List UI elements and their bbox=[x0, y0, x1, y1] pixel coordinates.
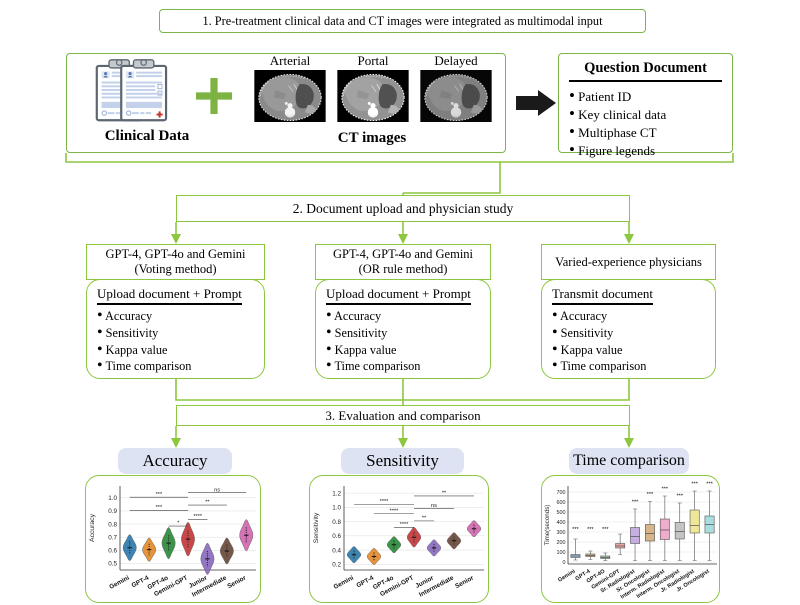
svg-text:***: *** bbox=[662, 487, 669, 493]
svg-text:0.5: 0.5 bbox=[108, 561, 117, 568]
svg-text:1.0: 1.0 bbox=[108, 495, 117, 502]
svg-text:ns: ns bbox=[214, 487, 220, 493]
svg-text:****: **** bbox=[390, 508, 400, 514]
svg-text:Sensitivity: Sensitivity bbox=[313, 512, 320, 543]
svg-text:Senior: Senior bbox=[454, 574, 475, 590]
svg-text:Time(seconds): Time(seconds) bbox=[544, 505, 551, 546]
svg-text:Gemini: Gemini bbox=[333, 574, 356, 590]
svg-text:***: *** bbox=[572, 527, 579, 533]
svg-text:0.6: 0.6 bbox=[332, 533, 341, 540]
svg-text:1.2: 1.2 bbox=[332, 490, 341, 497]
svg-text:600: 600 bbox=[557, 500, 566, 506]
svg-text:***: *** bbox=[156, 505, 163, 511]
svg-text:***: *** bbox=[602, 527, 609, 533]
svg-text:0.7: 0.7 bbox=[108, 534, 117, 541]
svg-text:Accuracy: Accuracy bbox=[89, 513, 96, 542]
svg-text:0.2: 0.2 bbox=[332, 562, 341, 569]
svg-text:0: 0 bbox=[563, 560, 566, 566]
svg-text:***: *** bbox=[632, 500, 639, 506]
svg-text:700: 700 bbox=[557, 490, 566, 496]
svg-text:1.0: 1.0 bbox=[332, 505, 341, 512]
svg-text:****: **** bbox=[380, 499, 390, 505]
svg-text:***: *** bbox=[647, 492, 654, 498]
svg-text:***: *** bbox=[676, 494, 683, 500]
svg-text:***: *** bbox=[706, 482, 713, 488]
svg-text:0.4: 0.4 bbox=[332, 547, 341, 554]
svg-text:0.8: 0.8 bbox=[108, 521, 117, 528]
svg-text:Senior: Senior bbox=[226, 574, 247, 590]
svg-text:Gemini: Gemini bbox=[557, 568, 577, 583]
svg-text:500: 500 bbox=[557, 510, 566, 516]
svg-text:300: 300 bbox=[557, 530, 566, 536]
svg-text:ns: ns bbox=[431, 503, 437, 509]
svg-text:***: *** bbox=[587, 527, 594, 533]
svg-text:400: 400 bbox=[557, 520, 566, 526]
svg-text:Gemini: Gemini bbox=[108, 574, 131, 590]
svg-text:***: *** bbox=[156, 492, 163, 498]
svg-text:0.8: 0.8 bbox=[332, 519, 341, 526]
svg-text:***: *** bbox=[691, 482, 698, 488]
svg-text:0.9: 0.9 bbox=[108, 508, 117, 515]
svg-text:200: 200 bbox=[557, 540, 566, 546]
svg-text:****: **** bbox=[400, 522, 410, 528]
svg-text:100: 100 bbox=[557, 550, 566, 556]
svg-text:0.6: 0.6 bbox=[108, 548, 117, 555]
svg-text:****: **** bbox=[193, 514, 203, 520]
